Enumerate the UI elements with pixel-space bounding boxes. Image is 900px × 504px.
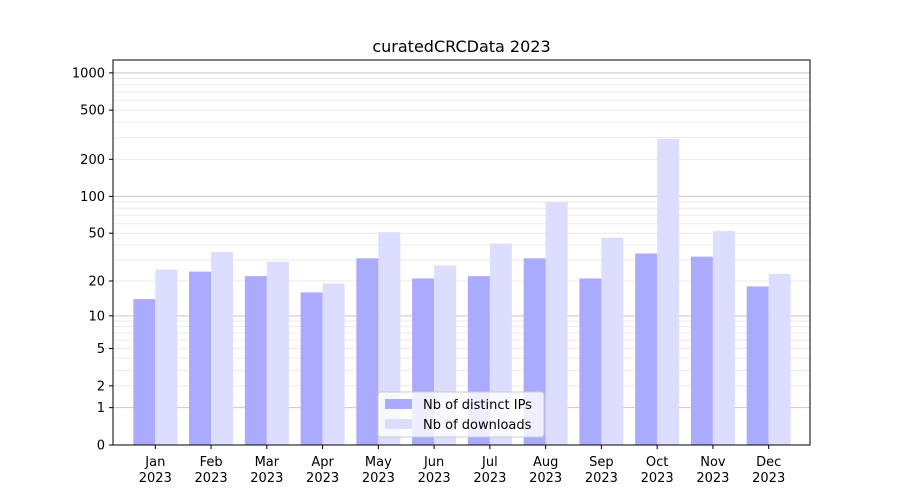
x-tick-label: 2023 — [752, 471, 785, 486]
y-tick-label: 100 — [80, 190, 105, 205]
legend-label: Nb of downloads — [423, 418, 532, 433]
x-tick-label: Jul — [481, 455, 498, 470]
bar-downloads — [545, 202, 568, 445]
x-tick-label: 2023 — [529, 471, 562, 486]
chart-title: curatedCRCData 2023 — [372, 37, 550, 56]
x-tick-label: 2023 — [641, 471, 674, 486]
y-tick-label: 2 — [97, 379, 105, 394]
plot-frame — [112, 59, 811, 446]
x-tick-label: Jan — [144, 455, 165, 470]
y-tick-label: 200 — [80, 153, 105, 168]
x-tick-label: 2023 — [696, 471, 729, 486]
bar-ips — [356, 258, 379, 445]
x-tick-label: 2023 — [250, 471, 283, 486]
bar-ips — [579, 278, 602, 445]
y-tick-label: 1000 — [72, 66, 105, 81]
y-tick-label: 10 — [88, 309, 105, 324]
bar-ips — [746, 286, 769, 445]
x-tick-label: Aug — [533, 455, 558, 470]
x-tick-label: Feb — [200, 455, 223, 470]
bar-ips — [244, 276, 267, 445]
y-tick-label: 500 — [80, 104, 105, 119]
x-tick-label: Mar — [255, 455, 280, 470]
x-tick-label: 2023 — [306, 471, 339, 486]
bar-ips — [133, 299, 156, 445]
bar-ips — [300, 292, 323, 445]
y-tick-label: 5 — [97, 342, 105, 357]
x-tick-label: 2023 — [195, 471, 228, 486]
bar-downloads — [155, 269, 178, 445]
bar-ips — [189, 271, 212, 445]
x-tick-label: 2023 — [139, 471, 172, 486]
legend-swatch — [385, 399, 412, 409]
bar-downloads — [768, 273, 791, 445]
x-tick-label: 2023 — [473, 471, 506, 486]
x-tick-label: 2023 — [418, 471, 451, 486]
x-tick-label: May — [365, 455, 392, 470]
bar-ips — [635, 253, 658, 445]
x-tick-label: 2023 — [362, 471, 395, 486]
y-tick-label: 50 — [88, 227, 105, 242]
x-tick-label: Oct — [646, 455, 668, 470]
legend-swatch — [385, 419, 412, 429]
x-tick-label: Nov — [700, 455, 726, 470]
x-tick-label: Apr — [311, 455, 334, 470]
bar-downloads — [211, 251, 234, 445]
x-tick-label: Dec — [756, 455, 781, 470]
bar-downloads — [601, 237, 624, 445]
y-tick-label: 0 — [97, 439, 105, 454]
x-tick-label: 2023 — [585, 471, 618, 486]
x-tick-label: Sep — [589, 455, 614, 470]
y-tick-label: 20 — [88, 275, 105, 290]
legend-box — [377, 391, 545, 438]
y-tick-label: 1 — [97, 401, 105, 416]
bar-downloads — [712, 231, 735, 445]
bar-downloads — [266, 261, 289, 445]
x-tick-label: Jun — [423, 455, 444, 470]
legend-label: Nb of distinct IPs — [423, 398, 532, 413]
bar-downloads — [657, 139, 680, 446]
bar-ips — [690, 256, 713, 445]
bar-downloads — [322, 283, 345, 445]
